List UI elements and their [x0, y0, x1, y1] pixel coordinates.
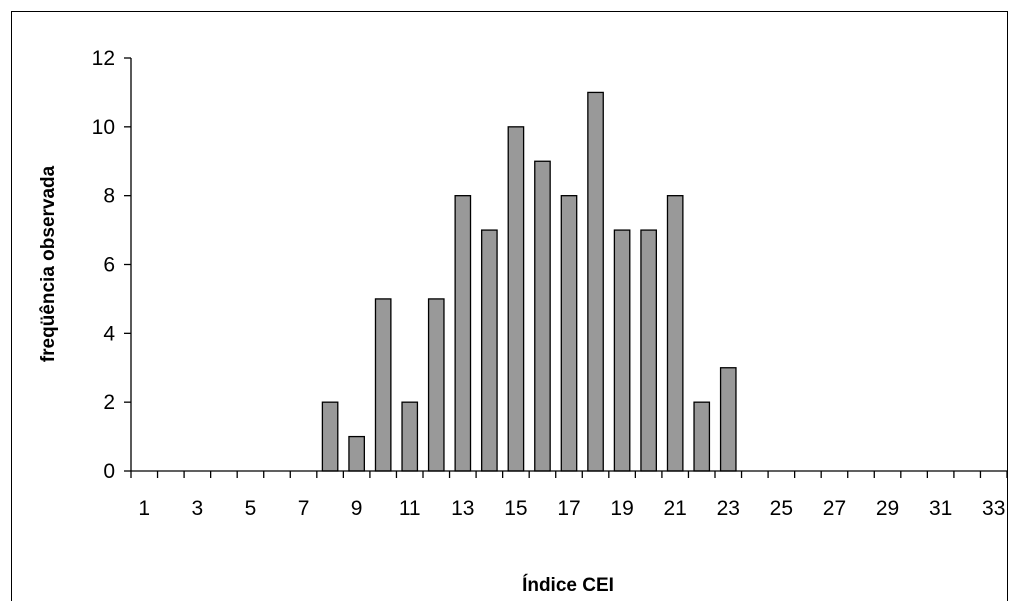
x-tick-label-7: 7	[298, 497, 310, 520]
bar-17	[560, 195, 578, 472]
x-tick-label-25: 25	[770, 497, 793, 520]
x-tick-label-17: 17	[557, 497, 580, 520]
y-tick-label-6: 6	[103, 254, 115, 277]
bar-13	[454, 195, 472, 472]
bar-16	[534, 160, 551, 472]
y-tick-label-4: 4	[103, 322, 115, 345]
x-tick-label-33: 33	[982, 497, 1005, 520]
x-tick-label-31: 31	[929, 497, 952, 520]
x-tick-label-19: 19	[610, 497, 633, 520]
y-tick-label-2: 2	[103, 391, 115, 414]
x-tick-label-15: 15	[504, 497, 527, 520]
y-tick-label-12: 12	[92, 47, 115, 70]
x-tick-label-27: 27	[823, 497, 846, 520]
bars-layer	[321, 91, 737, 472]
x-tick-label-1: 1	[138, 497, 150, 520]
bar-19	[613, 229, 631, 472]
y-axis-title: freqüência observada	[38, 165, 59, 362]
axes-layer	[124, 57, 1008, 478]
bar-12	[427, 298, 445, 472]
y-tick-label-10: 10	[92, 116, 115, 139]
bar-21	[666, 195, 684, 472]
x-tick-label-5: 5	[245, 497, 257, 520]
x-tick-label-29: 29	[876, 497, 899, 520]
y-tick-label-0: 0	[103, 460, 115, 483]
x-tick-label-9: 9	[351, 497, 363, 520]
y-tick-label-8: 8	[103, 185, 115, 208]
bar-22	[693, 401, 711, 472]
bar-9	[348, 435, 365, 472]
bar-23	[719, 367, 737, 472]
bar-8	[321, 401, 339, 472]
bar-11	[401, 401, 419, 472]
x-tick-label-3: 3	[192, 497, 204, 520]
x-tick-label-23: 23	[717, 497, 740, 520]
x-tick-label-11: 11	[399, 497, 421, 520]
bar-20	[640, 229, 657, 472]
x-tick-label-21: 21	[664, 497, 687, 520]
x-axis-title: Índice CEI	[522, 574, 614, 594]
bar-10	[374, 298, 392, 472]
bar-15	[507, 126, 525, 472]
bar-14	[481, 229, 498, 472]
x-tick-label-13: 13	[451, 497, 474, 520]
bar-18	[587, 91, 604, 472]
